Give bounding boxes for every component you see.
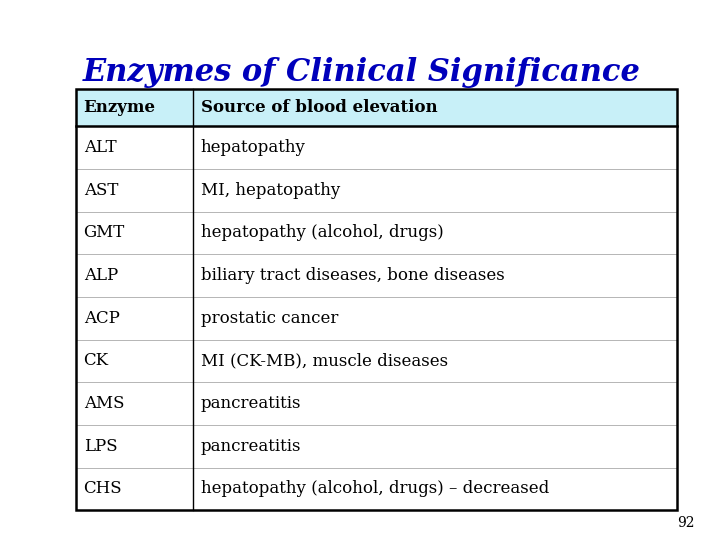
Text: GMT: GMT bbox=[84, 224, 125, 241]
Bar bbox=[76, 89, 677, 126]
Text: AMS: AMS bbox=[84, 395, 124, 412]
Text: biliary tract diseases, bone diseases: biliary tract diseases, bone diseases bbox=[201, 267, 505, 284]
Text: LPS: LPS bbox=[84, 438, 117, 455]
Text: ALP: ALP bbox=[84, 267, 118, 284]
Text: Enzymes of Clinical Significance: Enzymes of Clinical Significance bbox=[83, 57, 641, 87]
Text: pancreatitis: pancreatitis bbox=[201, 395, 302, 412]
Text: prostatic cancer: prostatic cancer bbox=[201, 310, 338, 327]
Text: ACP: ACP bbox=[84, 310, 120, 327]
Text: hepatopathy (alcohol, drugs): hepatopathy (alcohol, drugs) bbox=[201, 224, 444, 241]
Text: MI (CK-MB), muscle diseases: MI (CK-MB), muscle diseases bbox=[201, 353, 448, 369]
Text: pancreatitis: pancreatitis bbox=[201, 438, 302, 455]
Text: CHS: CHS bbox=[84, 481, 122, 497]
Text: AST: AST bbox=[84, 181, 118, 199]
Text: hepatopathy: hepatopathy bbox=[201, 139, 306, 156]
Text: CK: CK bbox=[84, 353, 109, 369]
Text: MI, hepatopathy: MI, hepatopathy bbox=[201, 181, 340, 199]
Bar bbox=[76, 89, 677, 510]
Text: ALT: ALT bbox=[84, 139, 116, 156]
Text: hepatopathy (alcohol, drugs) – decreased: hepatopathy (alcohol, drugs) – decreased bbox=[201, 481, 549, 497]
Text: Enzyme: Enzyme bbox=[84, 99, 156, 116]
Text: Source of blood elevation: Source of blood elevation bbox=[201, 99, 438, 116]
Text: 92: 92 bbox=[678, 516, 695, 530]
